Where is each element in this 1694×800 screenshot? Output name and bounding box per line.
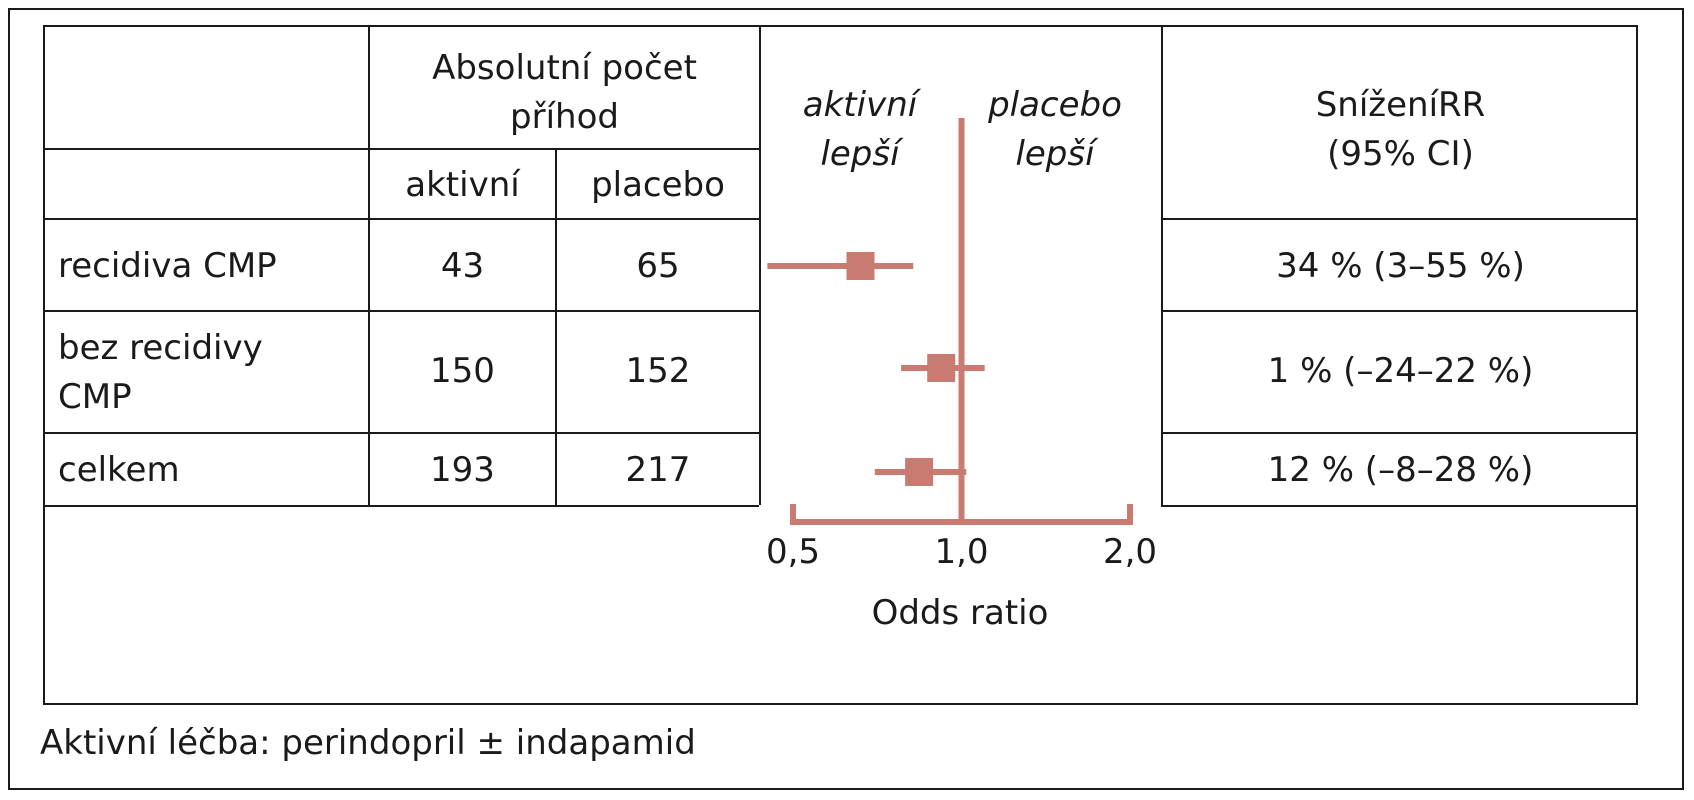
grid-line xyxy=(43,218,759,220)
x-tick-label: 0,5 xyxy=(766,532,820,572)
row-label-line2: CMP xyxy=(58,377,132,417)
active-count: 150 xyxy=(430,351,495,391)
row-label: bez recidivy xyxy=(58,328,263,368)
placebo-better-label: placebo xyxy=(988,85,1122,125)
placebo-count: 65 xyxy=(636,246,680,286)
footnote: Aktivní léčba: perindopril ± indapamid xyxy=(40,723,696,763)
x-tick-label: 2,0 xyxy=(1103,532,1157,572)
rr-reduction-value: 12 % (–8–28 %) xyxy=(1267,450,1534,490)
point-estimate-marker xyxy=(846,252,875,280)
row-label: recidiva CMP xyxy=(58,246,277,286)
point-estimate-marker xyxy=(905,458,934,486)
rr-reduction-value: 1 % (–24–22 %) xyxy=(1267,351,1534,391)
active-count: 193 xyxy=(430,450,495,490)
absolute-count-header-line2: příhod xyxy=(510,97,619,137)
grid-line xyxy=(43,148,759,150)
grid-line xyxy=(1161,505,1638,507)
grid-line xyxy=(555,148,557,505)
grid-line xyxy=(1161,25,1163,505)
grid-line xyxy=(1161,218,1638,220)
grid-line xyxy=(1161,432,1638,434)
x-tick-label: 1,0 xyxy=(934,532,988,572)
rr-reduction-ci-header: (95% CI) xyxy=(1327,134,1474,174)
grid-line xyxy=(43,310,759,312)
active-count: 43 xyxy=(440,246,485,286)
grid-line xyxy=(43,505,759,507)
grid-line xyxy=(1161,310,1638,312)
placebo-count: 152 xyxy=(625,351,691,391)
grid-line xyxy=(759,25,761,505)
rr-reduction-value: 34 % (3–55 %) xyxy=(1276,246,1525,286)
figure-frame xyxy=(8,8,1684,790)
point-estimate-marker xyxy=(927,354,956,382)
active-column-header: aktivní xyxy=(405,165,520,205)
x-axis-title: Odds ratio xyxy=(871,593,1049,633)
active-better-label: aktivní xyxy=(802,85,918,125)
forest-plot-table-frame xyxy=(43,25,1638,705)
active-better-label-line2: lepší xyxy=(820,134,900,174)
row-label: celkem xyxy=(58,450,180,490)
placebo-count: 217 xyxy=(625,450,691,490)
rr-reduction-header: SníženíRR xyxy=(1315,85,1486,125)
absolute-count-header: Absolutní počet xyxy=(432,48,697,88)
grid-line xyxy=(43,432,759,434)
grid-line xyxy=(368,25,370,505)
placebo-better-label-line2: lepší xyxy=(1015,134,1095,174)
placebo-column-header: placebo xyxy=(591,165,725,205)
